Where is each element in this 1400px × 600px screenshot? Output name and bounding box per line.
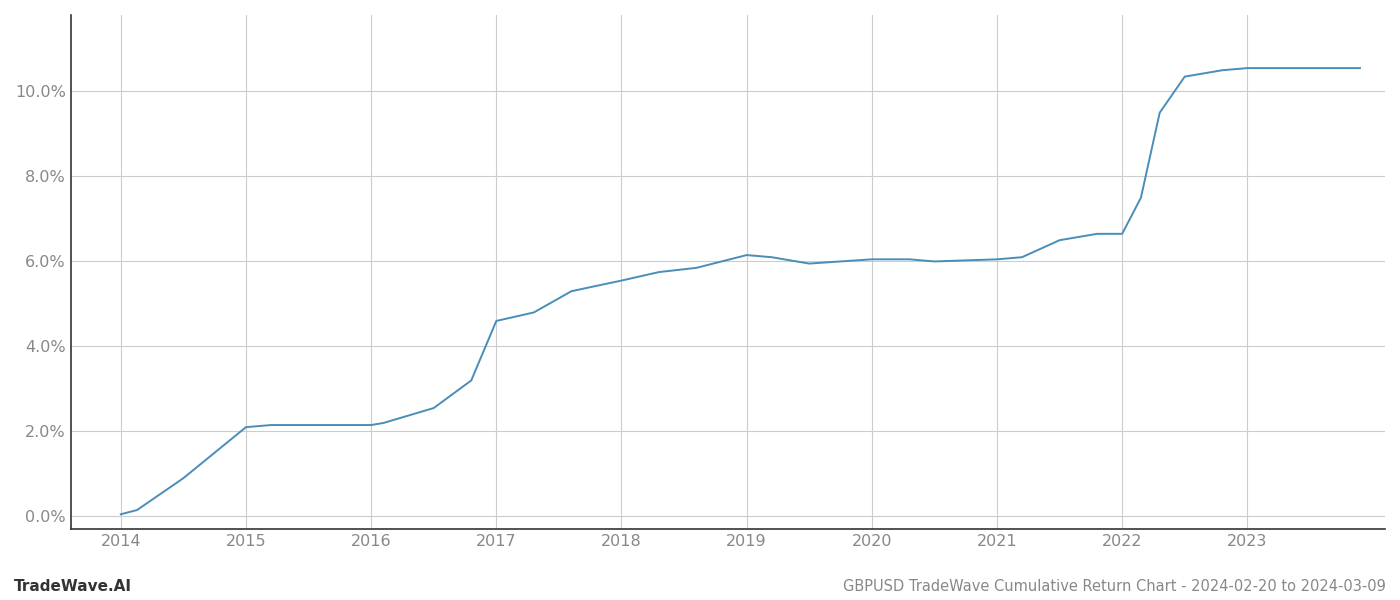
Text: TradeWave.AI: TradeWave.AI bbox=[14, 579, 132, 594]
Text: GBPUSD TradeWave Cumulative Return Chart - 2024-02-20 to 2024-03-09: GBPUSD TradeWave Cumulative Return Chart… bbox=[843, 579, 1386, 594]
